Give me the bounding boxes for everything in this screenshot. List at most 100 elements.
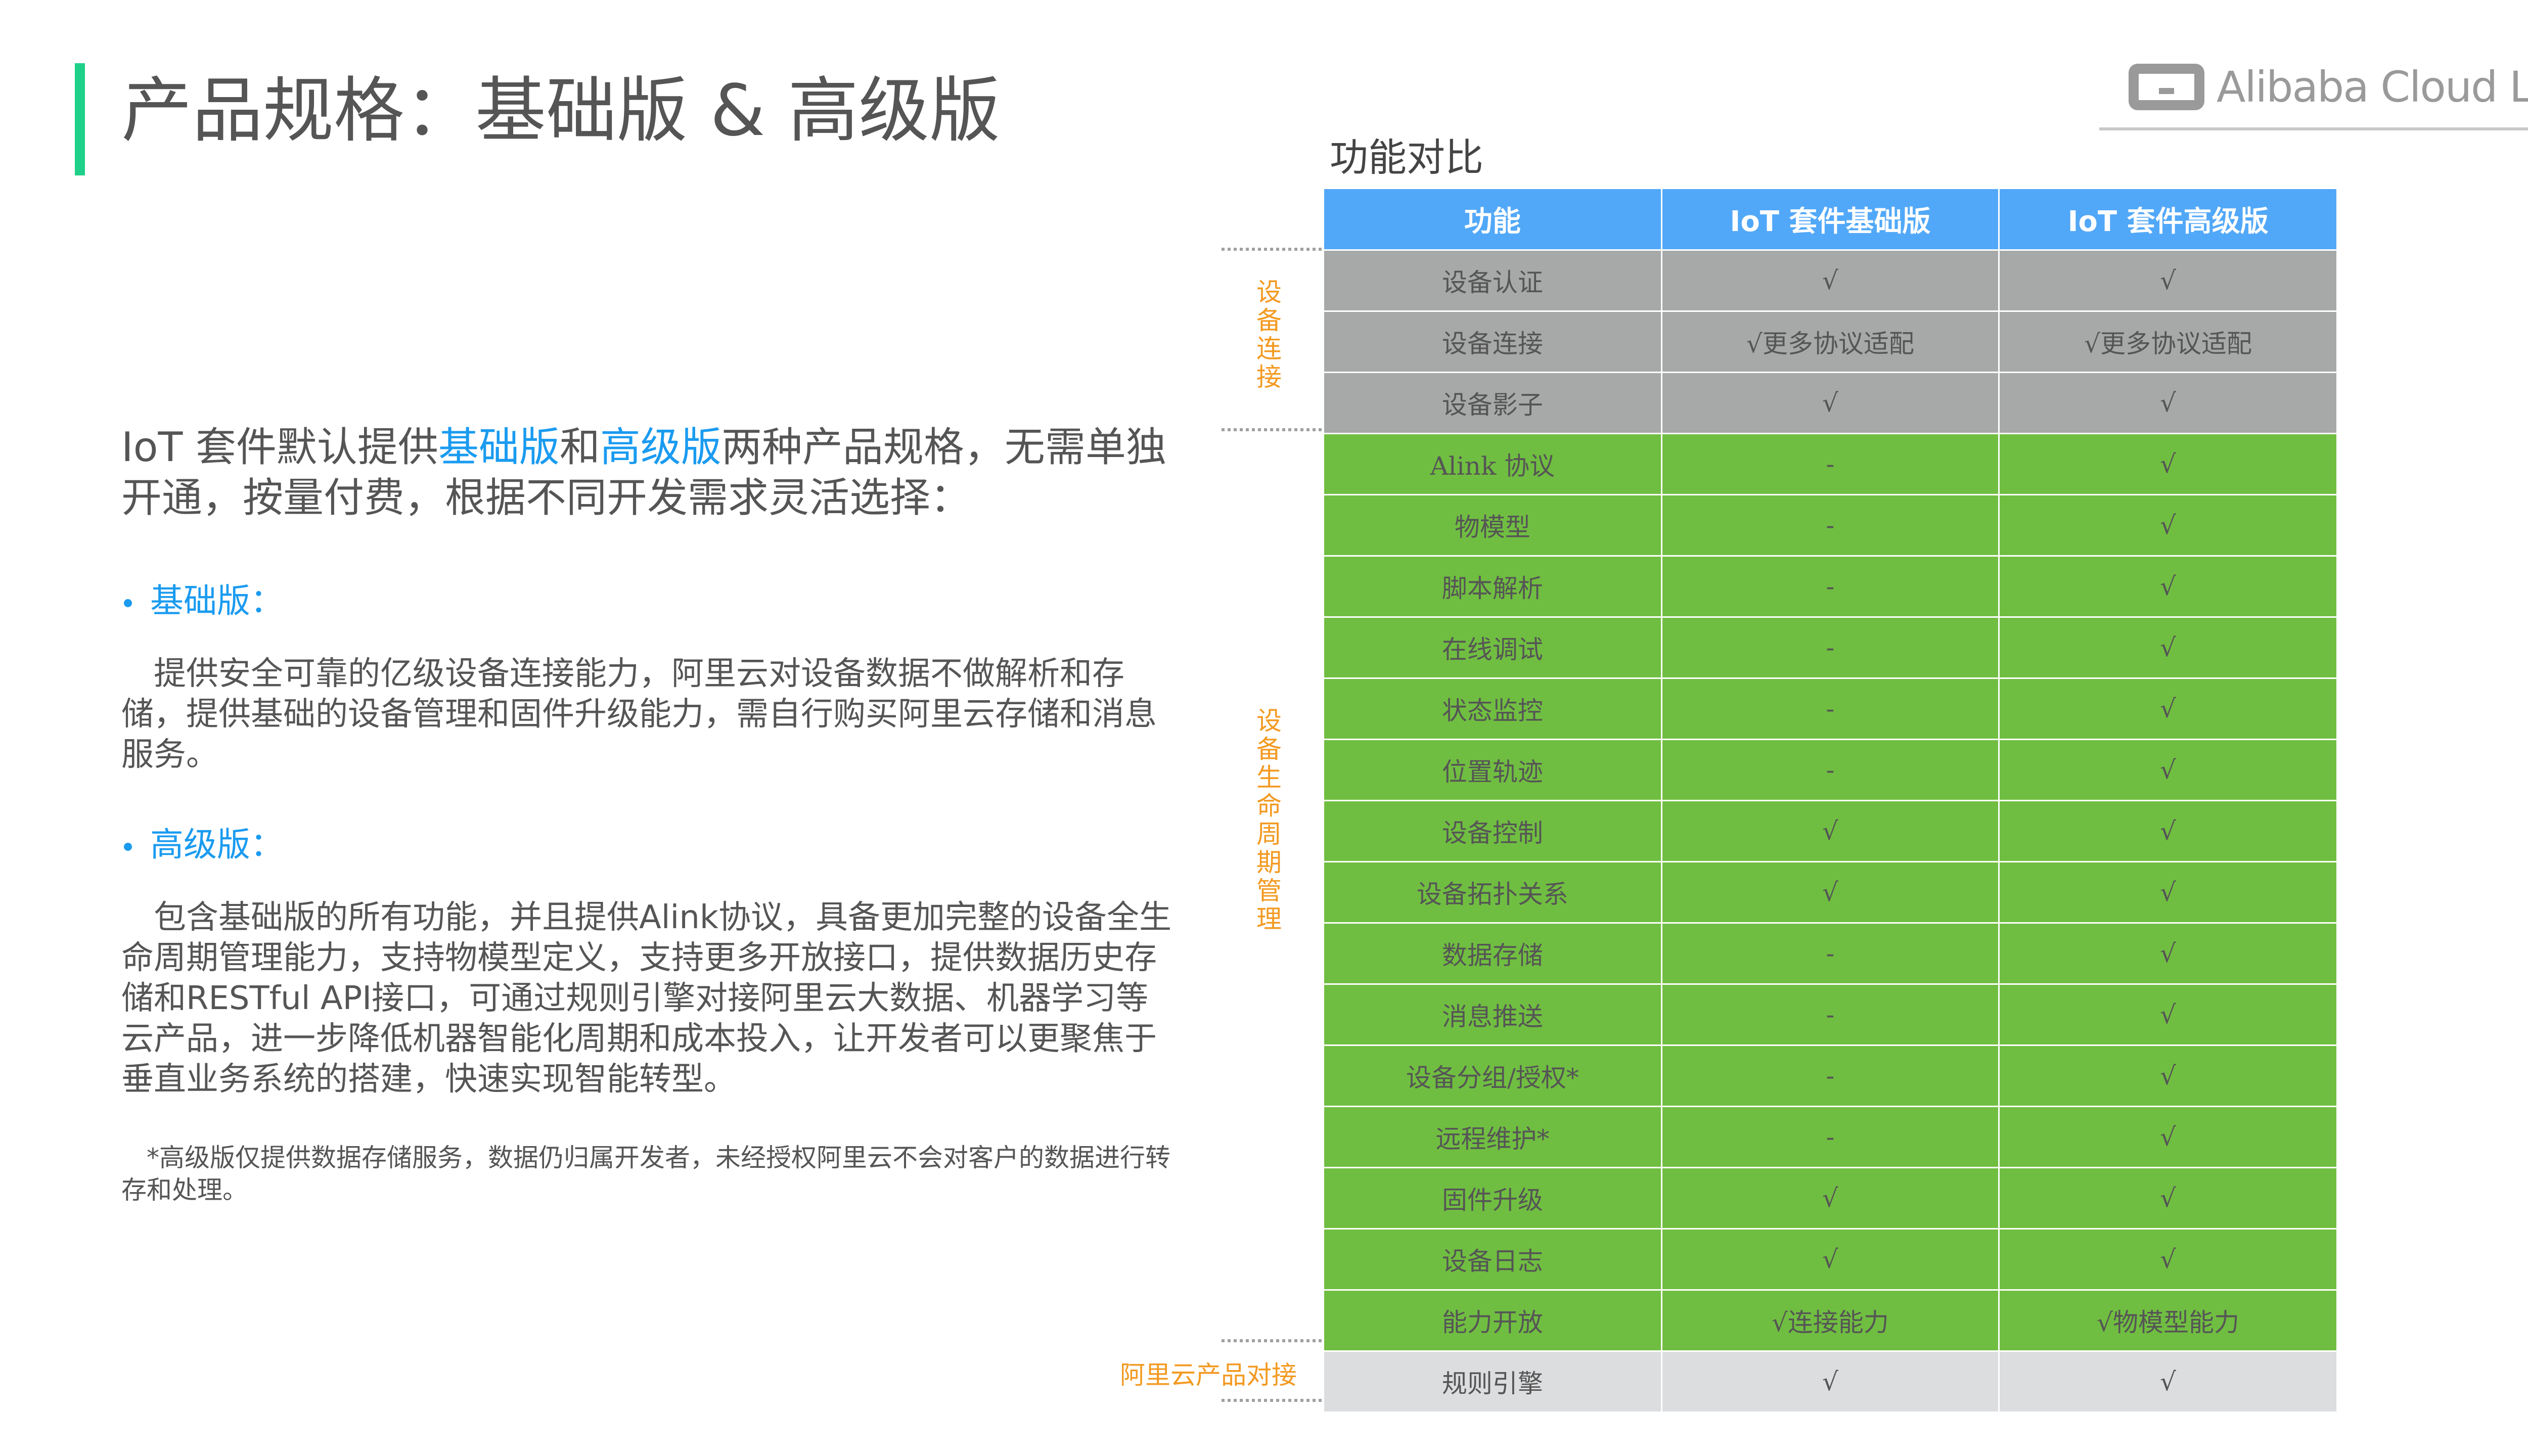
basic-cell: √ (1660, 371, 2000, 434)
advanced-cell: √ (1998, 1044, 2336, 1107)
advanced-cell: √ (1998, 249, 2336, 312)
intro-advanced-highlight: 高级版 (600, 424, 721, 471)
table-row: 数据存储 - √ (1324, 922, 2336, 985)
intro-basic-highlight: 基础版 (438, 424, 560, 471)
advanced-cell: √ (1998, 1350, 2336, 1413)
table-row: 消息推送 - √ (1324, 983, 2336, 1046)
basic-cell: √ (1660, 860, 2000, 924)
intro-and: 和 (559, 424, 600, 471)
group-label-lifecycle: 设备生命周期管理 (1256, 706, 1282, 934)
group-label-cloud-integration: 阿里云产品对接 (1120, 1360, 1297, 1390)
advanced-cell: √ (1998, 738, 2336, 801)
logo-text: Alibaba Cloud Link (2217, 62, 2528, 112)
intro-post: 两种产品规格，无需单独开通，按量付费，根据不同开发需求灵活选择： (121, 424, 1166, 521)
feature-cell: 远程维护* (1324, 1105, 1662, 1168)
table-row: 在线调试 - √ (1324, 616, 2336, 679)
feature-cell: 状态监控 (1324, 677, 1662, 740)
table-row: 脚本解析 - √ (1324, 555, 2336, 618)
basic-cell: - (1660, 555, 2000, 618)
feature-cell: 位置轨迹 (1324, 738, 1662, 801)
bullet-basic-label: 基础版： (150, 581, 284, 620)
table-row: 设备连接 √更多协议适配 √更多协议适配 (1324, 310, 2336, 373)
bullet-advanced-label: 高级版： (150, 825, 284, 864)
header-advanced: IoT 套件高级版 (1998, 189, 2336, 251)
alibaba-cloud-link-logo: Alibaba Cloud Link (2129, 62, 2528, 112)
feature-cell: 固件升级 (1324, 1166, 1662, 1230)
table-row: 物模型 - √ (1324, 493, 2336, 557)
advanced-cell: √更多协议适配 (1998, 310, 2336, 373)
advanced-cell: √ (1998, 1166, 2336, 1230)
header-basic: IoT 套件基础版 (1660, 189, 2000, 251)
basic-cell: √ (1660, 1350, 2000, 1413)
advanced-description: 包含基础版的所有功能，并且提供Alink协议，具备更加完整的设备全生命周期管理能… (121, 899, 1171, 1098)
feature-cell: 能力开放 (1324, 1289, 1662, 1352)
basic-cell: √ (1660, 249, 2000, 312)
feature-cell: 消息推送 (1324, 983, 1662, 1046)
advanced-cell: √ (1998, 1105, 2336, 1168)
advanced-cell: √ (1998, 799, 2336, 862)
basic-cell: - (1660, 616, 2000, 679)
basic-cell: - (1660, 677, 2000, 740)
group-divider (1222, 1339, 1324, 1342)
bullet-basic: 基础版： (124, 574, 284, 622)
basic-cell: √ (1660, 1166, 2000, 1230)
basic-cell: - (1660, 432, 2000, 495)
compare-title: 功能对比 (1330, 135, 1483, 180)
table-row: 设备分组/授权* - √ (1324, 1044, 2336, 1107)
table-row: 规则引擎 √ √ (1324, 1350, 2336, 1413)
bullet-advanced: 高级版： (124, 817, 284, 866)
feature-cell: 物模型 (1324, 493, 1662, 557)
table-row: 设备控制 √ √ (1324, 799, 2336, 862)
basic-cell: - (1660, 1044, 2000, 1107)
feature-cell: 设备认证 (1324, 249, 1662, 312)
feature-cell: 设备拓扑关系 (1324, 860, 1662, 924)
table-row: 远程维护* - √ (1324, 1105, 2336, 1168)
feature-cell: 数据存储 (1324, 922, 1662, 985)
table-row: 设备拓扑关系 √ √ (1324, 860, 2336, 924)
feature-cell: 设备控制 (1324, 799, 1662, 862)
group-divider (1222, 428, 1324, 431)
table-row: 设备认证 √ √ (1324, 249, 2336, 312)
basic-cell: √更多协议适配 (1660, 310, 2000, 373)
basic-description: 提供安全可靠的亿级设备连接能力，阿里云对设备数据不做解析和存储，提供基础的设备管… (121, 655, 1157, 774)
header-feature: 功能 (1324, 189, 1662, 251)
basic-cell: - (1660, 738, 2000, 801)
intro-text: IoT 套件默认提供基础版和高级版两种产品规格，无需单独开通，按量付费，根据不同… (121, 422, 1173, 523)
group-divider (1222, 1399, 1324, 1402)
advanced-cell: √ (1998, 983, 2336, 1046)
basic-cell: - (1660, 922, 2000, 985)
logo-underline (2099, 127, 2528, 130)
feature-cell: 设备分组/授权* (1324, 1044, 1662, 1107)
table-row: 固件升级 √ √ (1324, 1166, 2336, 1230)
table-row: 位置轨迹 - √ (1324, 738, 2336, 801)
bullet-dot-icon (124, 599, 132, 607)
feature-cell: 设备影子 (1324, 371, 1662, 434)
basic-cell: √连接能力 (1660, 1289, 2000, 1352)
basic-cell: √ (1660, 799, 2000, 862)
feature-cell: Alink 协议 (1324, 432, 1662, 495)
basic-cell: - (1660, 983, 2000, 1046)
advanced-cell: √ (1998, 432, 2336, 495)
group-divider (1222, 248, 1324, 251)
advanced-cell: √ (1998, 493, 2336, 557)
basic-cell: - (1660, 493, 2000, 557)
table-row: 设备日志 √ √ (1324, 1227, 2336, 1291)
feature-cell: 设备连接 (1324, 310, 1662, 373)
advanced-cell: √ (1998, 555, 2336, 618)
advanced-cell: √物模型能力 (1998, 1289, 2336, 1352)
table-row: 能力开放 √连接能力 √物模型能力 (1324, 1289, 2336, 1352)
feature-cell: 设备日志 (1324, 1227, 1662, 1291)
feature-cell: 在线调试 (1324, 616, 1662, 679)
footnote: *高级版仅提供数据存储服务，数据仍归属开发者，未经授权阿里云不会对客户的数据进行… (121, 1143, 1170, 1205)
table-row: 设备影子 √ √ (1324, 371, 2336, 434)
table-header-row: 功能 IoT 套件基础版 IoT 套件高级版 (1324, 189, 2336, 251)
feature-cell: 脚本解析 (1324, 555, 1662, 618)
table-row: 状态监控 - √ (1324, 677, 2336, 740)
intro-pre: IoT 套件默认提供 (121, 424, 438, 471)
advanced-cell: √ (1998, 677, 2336, 740)
page-title: 产品规格：基础版 & 高级版 (121, 70, 1001, 152)
comparison-table: 功能 IoT 套件基础版 IoT 套件高级版 设备认证 √ √ 设备连接 √更多协议适配… (1324, 189, 2336, 1413)
advanced-cell: √ (1998, 860, 2336, 924)
feature-cell: 规则引擎 (1324, 1350, 1662, 1413)
advanced-cell: √ (1998, 371, 2336, 434)
